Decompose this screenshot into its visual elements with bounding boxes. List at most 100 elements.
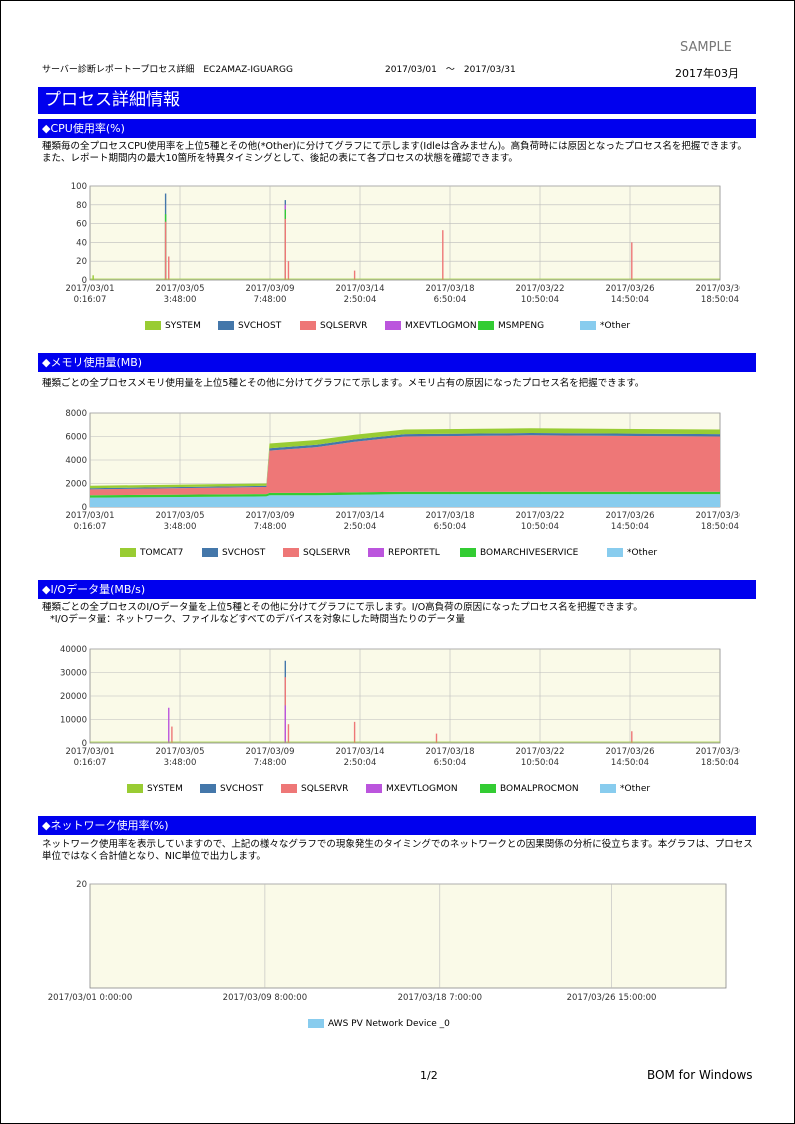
x-tick-label: 18:50:04 xyxy=(701,522,739,532)
brand-name: BOM for Windows xyxy=(647,1068,753,1082)
x-tick-label: 2017/03/05 xyxy=(156,511,205,521)
legend-item: SQLSERVR xyxy=(300,320,367,332)
legend-swatch xyxy=(366,784,382,793)
report-month: 2017年03月 xyxy=(675,67,739,80)
x-tick-label: 7:48:00 xyxy=(254,295,287,305)
x-tick-label: 2017/03/01 xyxy=(66,747,115,757)
legend-swatch xyxy=(200,784,216,793)
y-tick-label: 0 xyxy=(82,503,87,513)
x-tick-label: 2017/03/09 xyxy=(246,747,295,757)
legend-item: *Other xyxy=(580,320,630,332)
x-tick-label: 10:50:04 xyxy=(521,295,559,305)
x-tick-label: 6:50:04 xyxy=(434,295,467,305)
x-tick-label: 6:50:04 xyxy=(434,758,467,768)
y-tick-label: 4000 xyxy=(65,456,87,466)
y-tick-label: 40 xyxy=(76,238,87,248)
area-sql xyxy=(90,435,720,496)
legend-item: TOMCAT7 xyxy=(120,547,183,559)
legend-item: MXEVTLOGMON xyxy=(366,783,458,795)
legend-label: SQLSERVR xyxy=(303,548,351,558)
x-tick-label: 14:50:04 xyxy=(611,522,649,532)
legend-item: SVCHOST xyxy=(200,783,263,795)
x-tick-label: 3:48:00 xyxy=(164,522,197,532)
x-tick-label: 2017/03/01 xyxy=(66,511,115,521)
cpu-description: 種類毎の全プロセスCPU使用率を上位5種とその他(*Other)に分けてグラフに… xyxy=(42,141,747,164)
y-tick-label: 20 xyxy=(76,880,87,890)
x-tick-label: 3:48:00 xyxy=(164,295,197,305)
x-tick-label: 10:50:04 xyxy=(521,758,559,768)
io-legend: SYSTEM SVCHOST SQLSERVR MXEVTLOGMON BOMALPRO… xyxy=(0,783,795,797)
legend-swatch xyxy=(202,548,218,557)
x-tick-label: 2017/03/26 xyxy=(606,511,655,521)
legend-item: SVCHOST xyxy=(218,320,281,332)
io-note: *I/Oデータ量：ネットワーク、ファイルなどすべてのデバイスを対象にした時間当た… xyxy=(50,614,466,625)
area-other xyxy=(90,494,720,507)
y-tick-label: 10000 xyxy=(60,716,87,726)
page-title: プロセス詳細情報 xyxy=(38,87,756,114)
network-chart: 20 2017/03/01 0:00:00 2017/03/09 8:00:00 20… xyxy=(48,880,727,1003)
y-tick-label: 0 xyxy=(82,739,87,749)
x-tick-label: 2017/03/30 xyxy=(696,511,741,521)
legend-label: SVCHOST xyxy=(220,784,264,794)
y-tick-label: 60 xyxy=(76,220,87,230)
y-tick-label: 20 xyxy=(76,257,87,267)
x-tick-label: 7:48:00 xyxy=(254,522,287,532)
legend-swatch xyxy=(600,784,616,793)
y-tick-label: 30000 xyxy=(60,669,87,679)
legend-swatch xyxy=(460,548,476,557)
cpu-legend: SYSTEM SVCHOST SQLSERVR MXEVTLOGMON MSMPENG *… xyxy=(0,320,795,334)
legend-swatch xyxy=(283,548,299,557)
y-tick-label: 8000 xyxy=(65,409,87,419)
legend-swatch xyxy=(218,321,234,330)
x-tick-label: 2:50:04 xyxy=(344,758,377,768)
y-tick-label: 0 xyxy=(82,276,87,286)
x-tick-label: 7:48:00 xyxy=(254,758,287,768)
x-tick-label: 2017/03/14 xyxy=(336,284,385,294)
memory-description: 種類ごとの全プロセスメモリ使用量を上位5種とその他に分けてグラフにて示します。メ… xyxy=(42,378,645,389)
legend-label: SVCHOST xyxy=(222,548,266,558)
legend-swatch xyxy=(607,548,623,557)
x-tick-label: 2017/03/09 xyxy=(246,284,295,294)
legend-item: BOMARCHIVESERVICE xyxy=(460,547,578,559)
x-tick-label: 2017/03/30 xyxy=(696,284,741,294)
x-tick-label: 2017/03/30 xyxy=(696,747,741,757)
x-tick-label: 2017/03/18 xyxy=(426,747,475,757)
x-tick-label: 2017/03/01 xyxy=(66,284,115,294)
x-tick-label: 2017/03/26 xyxy=(606,284,655,294)
plot-area xyxy=(89,185,721,281)
legend-item: SYSTEM xyxy=(127,783,183,795)
x-tick-label: 2017/03/26 xyxy=(606,747,655,757)
y-tick-label: 2000 xyxy=(65,480,87,490)
legend-label: SYSTEM xyxy=(165,321,201,331)
plot-area xyxy=(89,883,727,989)
report-period: 2017/03/01 ～ 2017/03/31 xyxy=(385,65,516,75)
legend-item: SQLSERVR xyxy=(281,783,348,795)
x-tick-label: 2:50:04 xyxy=(344,522,377,532)
memory-legend: TOMCAT7 SVCHOST SQLSERVR REPORTETL BOMARCHIV… xyxy=(0,547,795,561)
legend-label: SVCHOST xyxy=(238,321,282,331)
x-tick-label: 0:16:07 xyxy=(74,758,107,768)
legend-label: BOMALPROCMON xyxy=(500,784,579,794)
legend-item: SQLSERVR xyxy=(283,547,350,559)
cpu-chart: 0 20 40 60 80 100 2017/03/010:16:07 2017/03/053… xyxy=(66,182,741,305)
x-tick-label: 3:48:00 xyxy=(164,758,197,768)
area-bom xyxy=(90,491,720,498)
x-tick-label: 10:50:04 xyxy=(521,522,559,532)
legend-swatch xyxy=(281,784,297,793)
cpu-section-heading: ◆CPU使用率(%) xyxy=(38,119,756,138)
legend-swatch xyxy=(580,321,596,330)
x-tick-label: 2017/03/26 15:00:00 xyxy=(567,993,657,1003)
x-tick-label: 14:50:04 xyxy=(611,295,649,305)
legend-label: BOMARCHIVESERVICE xyxy=(480,548,579,558)
legend-item: BOMALPROCMON xyxy=(480,783,579,795)
x-tick-label: 2017/03/22 xyxy=(516,284,565,294)
legend-swatch xyxy=(385,321,401,330)
y-tick-label: 40000 xyxy=(60,645,87,655)
legend-item: SYSTEM xyxy=(145,320,201,332)
legend-swatch xyxy=(300,321,316,330)
legend-swatch xyxy=(120,548,136,557)
legend-label: MXEVTLOGMON xyxy=(405,321,477,331)
legend-item: AWS PV Network Device _0 xyxy=(308,1018,450,1030)
x-tick-label: 2017/03/14 xyxy=(336,747,385,757)
y-tick-label: 6000 xyxy=(65,433,87,443)
